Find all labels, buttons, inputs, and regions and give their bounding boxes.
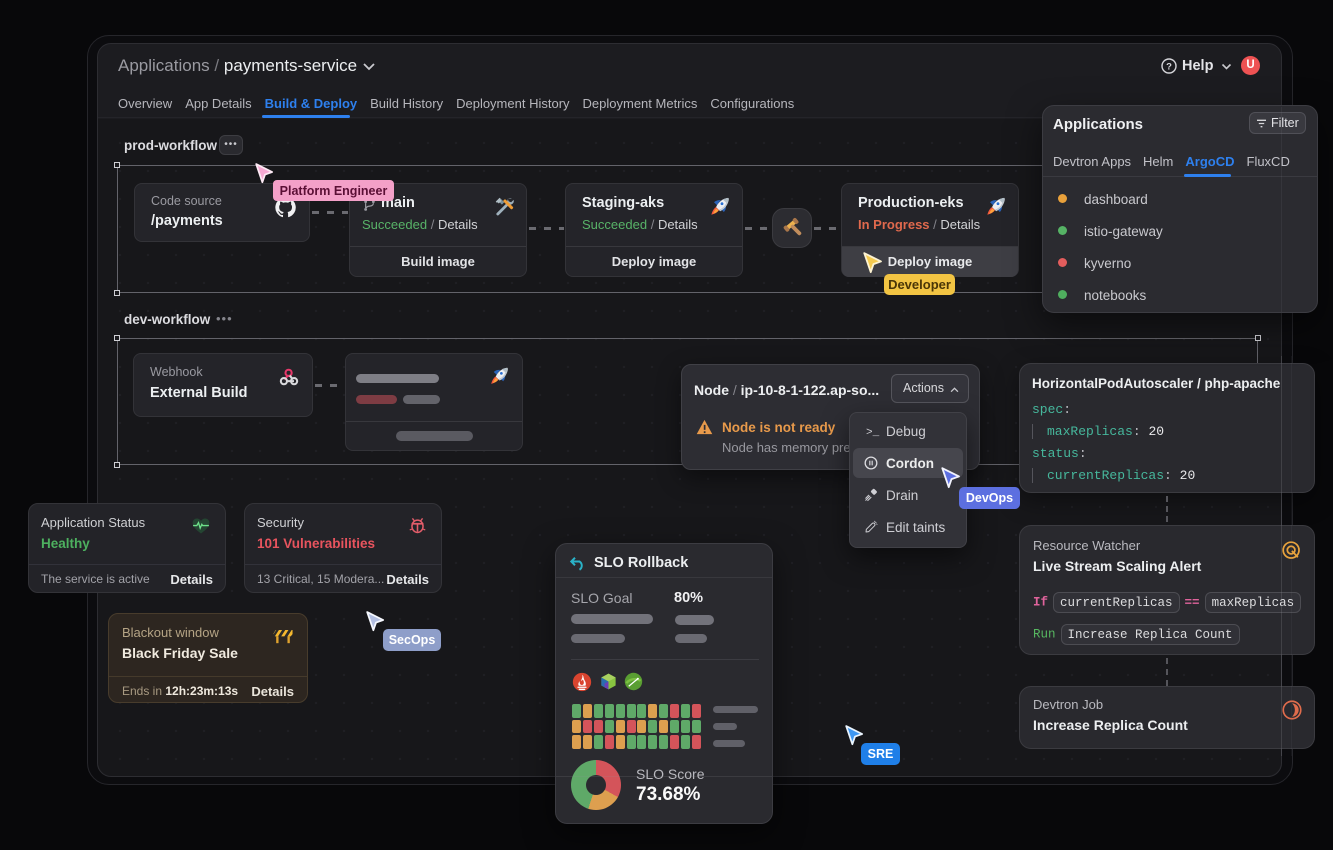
svg-text:?: ? — [1166, 62, 1172, 73]
